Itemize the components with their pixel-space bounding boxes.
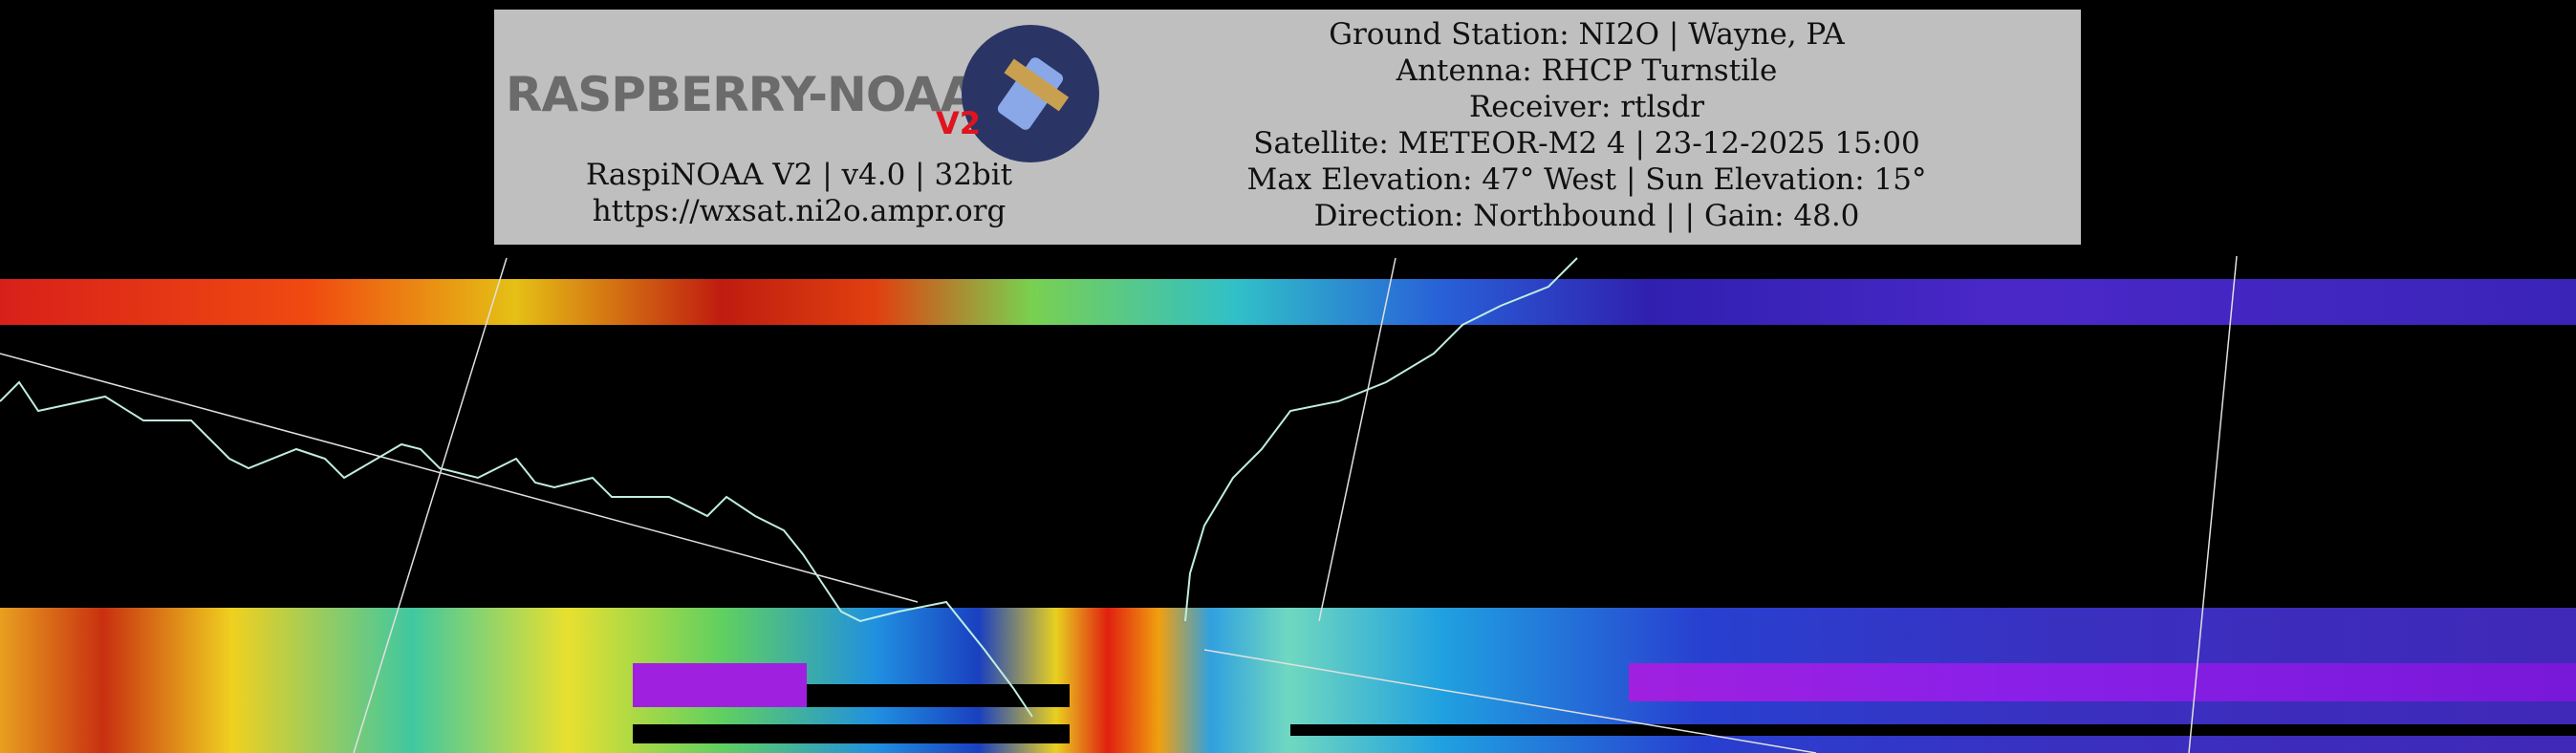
header: RASPBERRY-NOAA V2 RaspiNOAA V2 | v4.0 | … (494, 10, 2081, 245)
grid-lines (0, 255, 2238, 753)
stripe (807, 684, 1070, 707)
stripe (633, 724, 1070, 743)
pass-info: Direction: Northbound | | Gain: 48.0 (1313, 199, 1860, 233)
pass-info: Max Elevation: 47° West | Sun Elevation:… (1246, 162, 1927, 197)
logo-text: RASPBERRY-NOAA (506, 67, 977, 122)
pass-info: Antenna: RHCP Turnstile (1396, 54, 1778, 88)
logo-icon (962, 25, 1099, 162)
pass-info: Receiver: rtlsdr (1468, 90, 1705, 124)
station-info: RaspiNOAA V2 | v4.0 | 32bit (585, 158, 1013, 192)
imagery-top (0, 279, 2576, 325)
station-info: https://wxsat.ni2o.ampr.org (592, 194, 1007, 228)
stripe (633, 663, 807, 707)
logo-badge: V2 (936, 105, 982, 141)
pass-info: Ground Station: NI2O | Wayne, PA (1329, 17, 1845, 52)
pass-info: Satellite: METEOR-M2 4 | 23-12-2025 15:0… (1253, 126, 1920, 161)
stripe (1290, 724, 2576, 736)
stripe (1629, 663, 2576, 701)
coastline (0, 257, 1578, 718)
